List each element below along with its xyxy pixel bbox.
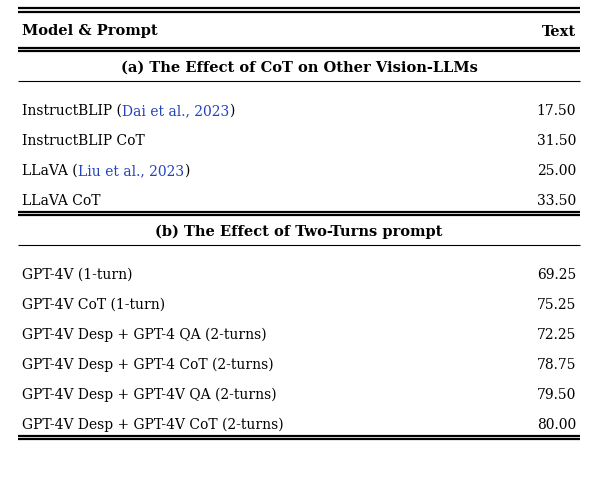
Text: 17.50: 17.50 xyxy=(536,104,576,118)
Text: ): ) xyxy=(229,104,234,118)
Text: (b) The Effect of Two-Turns prompt: (b) The Effect of Two-Turns prompt xyxy=(155,225,443,239)
Text: Dai et al., 2023: Dai et al., 2023 xyxy=(122,104,229,118)
Text: GPT-4V Desp + GPT-4 QA (2-turns): GPT-4V Desp + GPT-4 QA (2-turns) xyxy=(22,328,267,342)
Text: GPT-4V Desp + GPT-4 CoT (2-turns): GPT-4V Desp + GPT-4 CoT (2-turns) xyxy=(22,358,274,372)
Text: LLaVA CoT: LLaVA CoT xyxy=(22,194,100,208)
Text: 79.50: 79.50 xyxy=(536,388,576,402)
Text: InstructBLIP (: InstructBLIP ( xyxy=(22,104,122,118)
Text: Liu et al., 2023: Liu et al., 2023 xyxy=(78,164,184,178)
Text: 78.75: 78.75 xyxy=(536,358,576,372)
Text: Model & Prompt: Model & Prompt xyxy=(22,24,158,38)
Text: (a) The Effect of CoT on Other Vision-LLMs: (a) The Effect of CoT on Other Vision-LL… xyxy=(121,61,477,75)
Text: InstructBLIP CoT: InstructBLIP CoT xyxy=(22,134,145,148)
Text: Text: Text xyxy=(542,24,576,38)
Text: GPT-4V CoT (1-turn): GPT-4V CoT (1-turn) xyxy=(22,298,165,312)
Text: GPT-4V Desp + GPT-4V QA (2-turns): GPT-4V Desp + GPT-4V QA (2-turns) xyxy=(22,388,277,402)
Text: 33.50: 33.50 xyxy=(537,194,576,208)
Text: 25.00: 25.00 xyxy=(537,164,576,178)
Text: ): ) xyxy=(184,164,189,178)
Text: 72.25: 72.25 xyxy=(536,328,576,342)
Text: GPT-4V Desp + GPT-4V CoT (2-turns): GPT-4V Desp + GPT-4V CoT (2-turns) xyxy=(22,418,283,432)
Text: GPT-4V (1-turn): GPT-4V (1-turn) xyxy=(22,268,133,282)
Text: 75.25: 75.25 xyxy=(536,298,576,312)
Text: LLaVA (: LLaVA ( xyxy=(22,164,78,178)
Text: 31.50: 31.50 xyxy=(536,134,576,148)
Text: 80.00: 80.00 xyxy=(537,418,576,432)
Text: 69.25: 69.25 xyxy=(537,268,576,282)
